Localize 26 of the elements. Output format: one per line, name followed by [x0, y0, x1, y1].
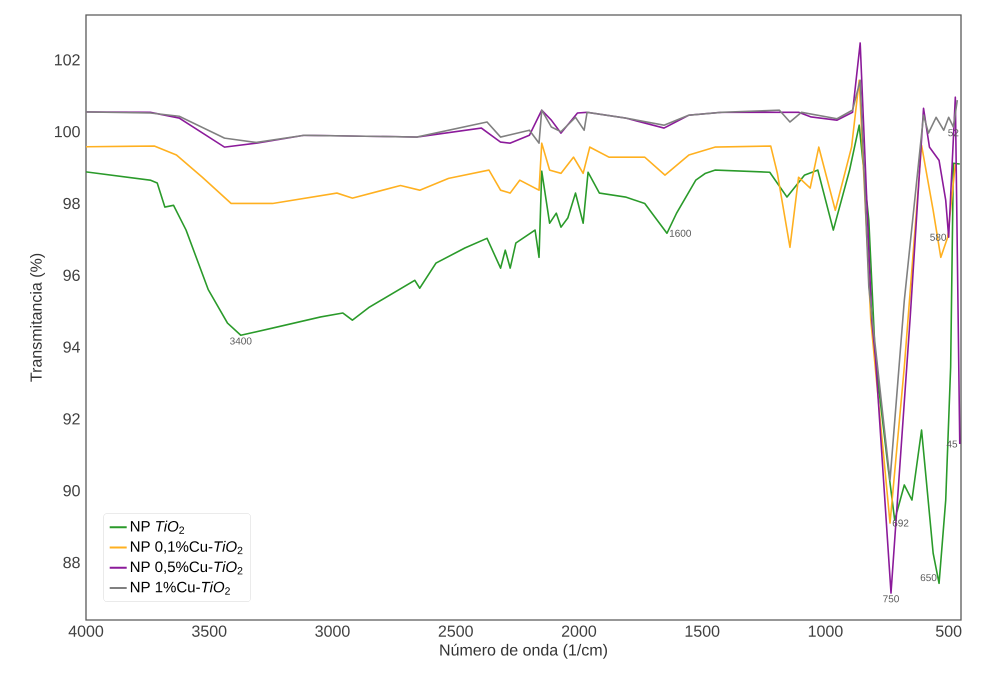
y-tick-label: 94	[63, 341, 80, 353]
x-tick-label: 500	[936, 626, 962, 637]
y-tick-label: 102	[54, 54, 80, 66]
x-axis-title: Número de onda (1/cm)	[440, 644, 607, 659]
x-tick-label: 1500	[686, 626, 720, 637]
legend-label: NP 1%Cu-TiO$_{2}$	[130, 581, 230, 595]
annotation: 3400	[230, 337, 252, 345]
y-tick-label: 92	[63, 413, 80, 425]
legend-label: NP TiO$_{2}$	[130, 520, 184, 534]
annotation: 650	[920, 574, 936, 582]
y-tick-label: 96	[63, 270, 80, 281]
annotation: 750	[883, 595, 899, 602]
legend-label: NP 0,5%Cu-TiO$_{2}$	[130, 561, 242, 574]
x-tick-label: 2000	[562, 626, 596, 637]
x-tick-label: 4000	[68, 626, 104, 637]
x-tick-label: 1000	[808, 626, 843, 637]
y-tick-label: 88	[63, 556, 80, 568]
x-tick-label: 3500	[192, 626, 226, 637]
legend-label: NP 0,1%Cu-TiO$_{2}$	[130, 540, 242, 554]
y-axis-title: Transmitancia (%)	[30, 254, 45, 382]
y-tick-label: 100	[54, 126, 80, 138]
y-tick-label: 98	[63, 198, 80, 210]
x-tick-label: 2500	[438, 626, 473, 637]
x-tick-label: 3000	[315, 626, 350, 637]
annotation: 1600	[670, 230, 691, 237]
y-tick-label: 90	[63, 485, 80, 496]
